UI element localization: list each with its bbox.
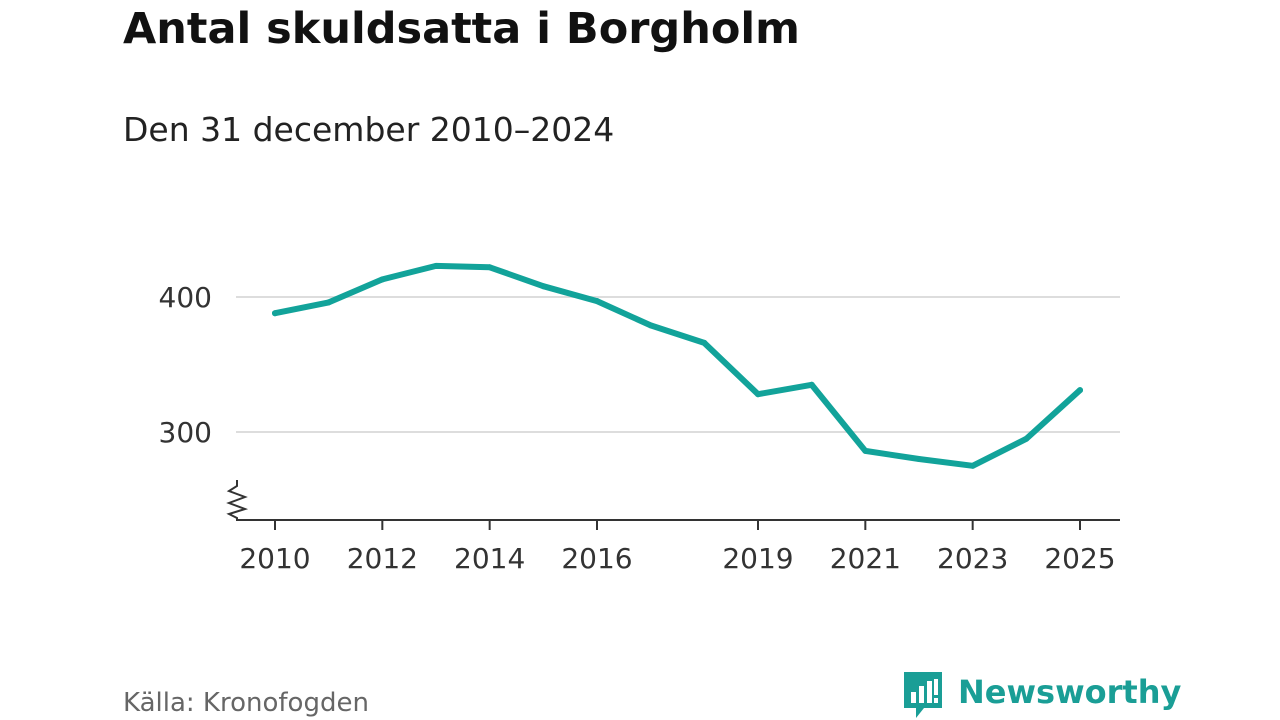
- data-point: [594, 298, 600, 305]
- data-point: [379, 276, 386, 283]
- gridlines: [236, 296, 1120, 433]
- y-tick-label: 400: [159, 281, 212, 314]
- data-point: [325, 299, 332, 306]
- data-point: [862, 447, 869, 454]
- data-point: [755, 391, 761, 398]
- tick-labels: 300 400 2010 2012 2014 2016 2019 2021 2023 2025: [159, 281, 1116, 575]
- data-point: [486, 264, 493, 271]
- data-point: [1077, 387, 1083, 394]
- y-tick-label: 300: [159, 416, 212, 449]
- data-point: [647, 322, 654, 329]
- data-point: [916, 456, 922, 462]
- chart-title: Antal skuldsatta i Borgholm: [123, 4, 800, 54]
- data-point: [808, 381, 815, 388]
- bar-chart-speech-bubble-icon: [904, 672, 942, 718]
- data-point: [969, 462, 976, 469]
- x-tick-label: 2010: [239, 542, 310, 575]
- series-line: [272, 262, 1083, 469]
- x-axis: [226, 480, 1120, 530]
- data-point: [272, 310, 278, 317]
- x-tick-label: 2023: [937, 542, 1008, 575]
- x-tick-label: 2014: [454, 542, 525, 575]
- x-tick-label: 2016: [561, 542, 632, 575]
- zigzag-axis-break-icon: [226, 480, 249, 520]
- data-point: [701, 339, 708, 346]
- x-tick-label: 2012: [347, 542, 418, 575]
- data-point: [540, 283, 547, 290]
- x-tick-label: 2019: [722, 542, 793, 575]
- source-credit: Källa: Kronofogden: [123, 688, 369, 718]
- brand-logo[interactable]: Newsworthy: [902, 670, 1181, 720]
- data-point: [433, 262, 439, 269]
- chart-subtitle: Den 31 december 2010–2024: [123, 110, 615, 149]
- x-tick-label: 2025: [1044, 542, 1115, 575]
- brand-name: Newsworthy: [958, 673, 1182, 711]
- x-tick-label: 2021: [830, 542, 901, 575]
- data-point: [1023, 435, 1030, 442]
- series-layer: [272, 262, 1083, 469]
